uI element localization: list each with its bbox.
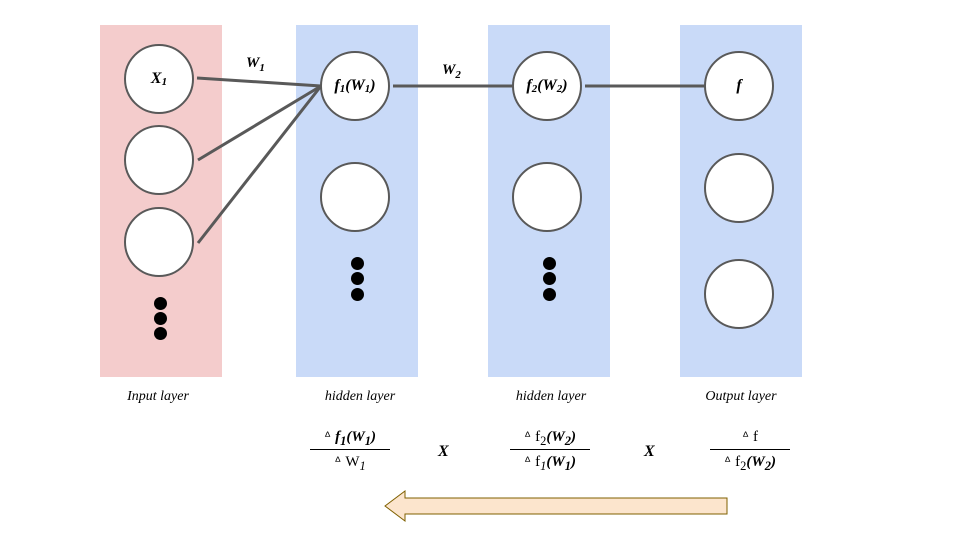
hidden1-node-1: f1(W1) <box>320 51 390 121</box>
fraction-1-denominator: ᐞ W1 <box>334 454 366 473</box>
fraction-2-denominator: ᐞ f1(W1) <box>524 454 576 473</box>
ellipsis-dot <box>154 312 167 325</box>
fraction-1-numerator: ᐞ f1(W1) <box>324 429 376 448</box>
hidden1-node-1-label: f1(W1) <box>334 77 376 95</box>
ellipsis-dot <box>351 272 364 285</box>
ellipsis-dot <box>543 272 556 285</box>
layer-label-output: Output layer <box>705 389 777 404</box>
gradient-fraction-1: ᐞ f1(W1) ᐞ W1 <box>310 427 390 473</box>
output-node-1-label: f <box>736 77 742 94</box>
input-node-2 <box>124 125 194 195</box>
input-node-3 <box>124 207 194 277</box>
multiply-sign-1: X <box>438 443 449 460</box>
fraction-2-numerator: ᐞ f2(W2) <box>524 429 576 448</box>
gradient-fraction-2: ᐞ f2(W2) ᐞ f1(W1) <box>510 427 590 473</box>
output-node-2 <box>704 153 774 223</box>
fraction-bar <box>710 449 790 450</box>
ellipsis-dot <box>543 257 556 270</box>
weight-label-w1: W1 <box>246 55 265 74</box>
hidden2-node-2 <box>512 162 582 232</box>
layer-label-input: Input layer <box>127 389 189 404</box>
multiply-sign-2: X <box>644 443 655 460</box>
weight-label-w2: W2 <box>442 62 461 81</box>
input-node-1-label: X1 <box>150 70 168 88</box>
ellipsis-dot <box>351 257 364 270</box>
hidden2-node-1-label: f2(W2) <box>526 77 568 95</box>
layer-label-hidden-2: hidden layer <box>515 389 587 404</box>
ellipsis-dot <box>154 297 167 310</box>
fraction-bar <box>310 449 390 450</box>
ellipsis-dot <box>543 288 556 301</box>
hidden2-node-1: f2(W2) <box>512 51 582 121</box>
layer-label-hidden-1: hidden layer <box>324 389 396 404</box>
fraction-bar <box>510 449 590 450</box>
edge-x3-h1 <box>196 85 323 244</box>
ellipsis-dot <box>154 327 167 340</box>
fraction-3-denominator: ᐞ f2(W2) <box>724 454 776 473</box>
output-node-3 <box>704 259 774 329</box>
edge-x1-h1 <box>196 76 322 88</box>
input-node-1: X1 <box>124 44 194 114</box>
edge-x2-h1 <box>197 84 322 162</box>
output-node-1: f <box>704 51 774 121</box>
ellipsis-dot <box>351 288 364 301</box>
hidden1-node-2 <box>320 162 390 232</box>
backprop-arrow <box>384 490 728 522</box>
